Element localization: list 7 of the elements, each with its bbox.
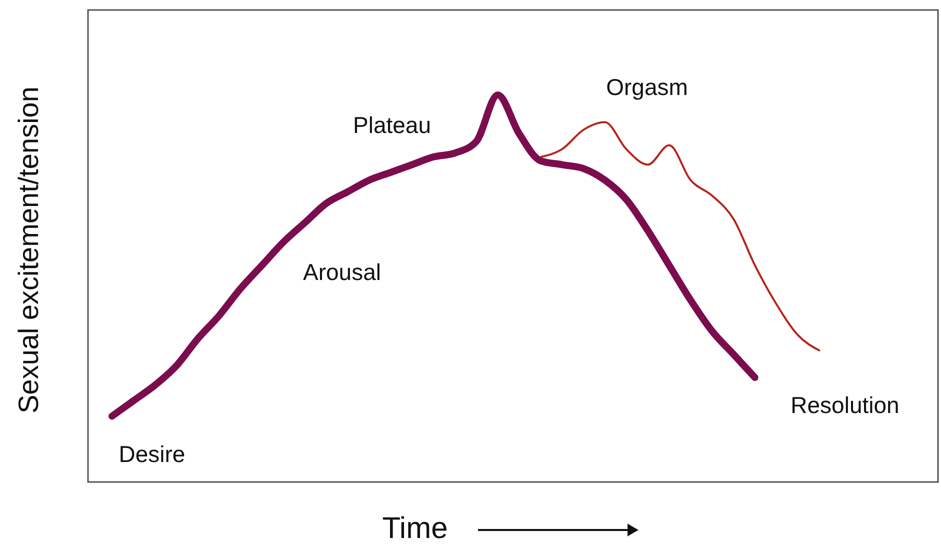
x-axis-title: Time [382,512,448,544]
y-axis-title: Sexual excitement/tension [13,86,44,414]
annotation: Desire [118,441,186,467]
annotation: Plateau [352,112,432,138]
annotation: Arousal [303,259,381,285]
annotation: Resolution [790,392,900,418]
annotation: Orgasm [606,74,688,100]
